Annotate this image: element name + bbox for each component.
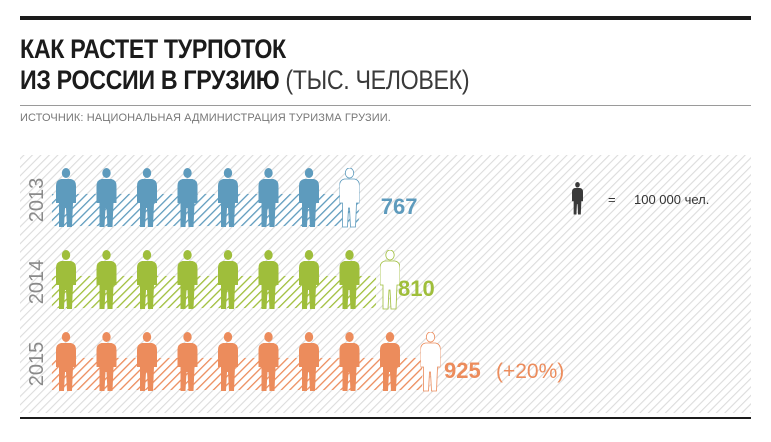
top-rule [20,16,751,20]
chart-rows: 2013 767 2014 810 2015 925 (+20%) [26,168,564,392]
title-unit: (ТЫС. ЧЕЛОВЕК) [285,65,470,95]
change-label-2015: (+20%) [496,360,564,383]
legend-text: 100 000 чел. [634,192,709,207]
legend: = 100 000 чел. [572,182,709,215]
title-divider [20,105,751,106]
year-label-2014: 2014 [26,260,48,305]
row-2014: 2014 810 [26,250,435,310]
value-label-2015: 925 [444,358,481,383]
row-2013: 2013 767 [26,168,418,228]
legend-equals: = [608,192,616,207]
source-note: ИСТОЧНИК: НАЦИОНАЛЬНАЯ АДМИНИСТРАЦИЯ ТУР… [20,112,391,124]
value-label-2014: 810 [398,276,435,301]
title-line-2: ИЗ РОССИИ В ГРУЗИЮ (ТЫС. ЧЕЛОВЕК) [20,65,649,96]
year-label-2013: 2013 [26,178,48,223]
bottom-rule [20,417,751,419]
row-2015: 2015 925 (+20%) [26,332,564,392]
value-label-2013: 767 [381,194,418,219]
title-line-1: КАК РАСТЕТ ТУРПОТОК [20,34,286,64]
year-label-2015: 2015 [26,342,48,387]
chart-title: КАК РАСТЕТ ТУРПОТОК ИЗ РОССИИ В ГРУЗИЮ (… [20,34,751,96]
title-line-2-text: ИЗ РОССИИ В ГРУЗИЮ [20,65,280,95]
